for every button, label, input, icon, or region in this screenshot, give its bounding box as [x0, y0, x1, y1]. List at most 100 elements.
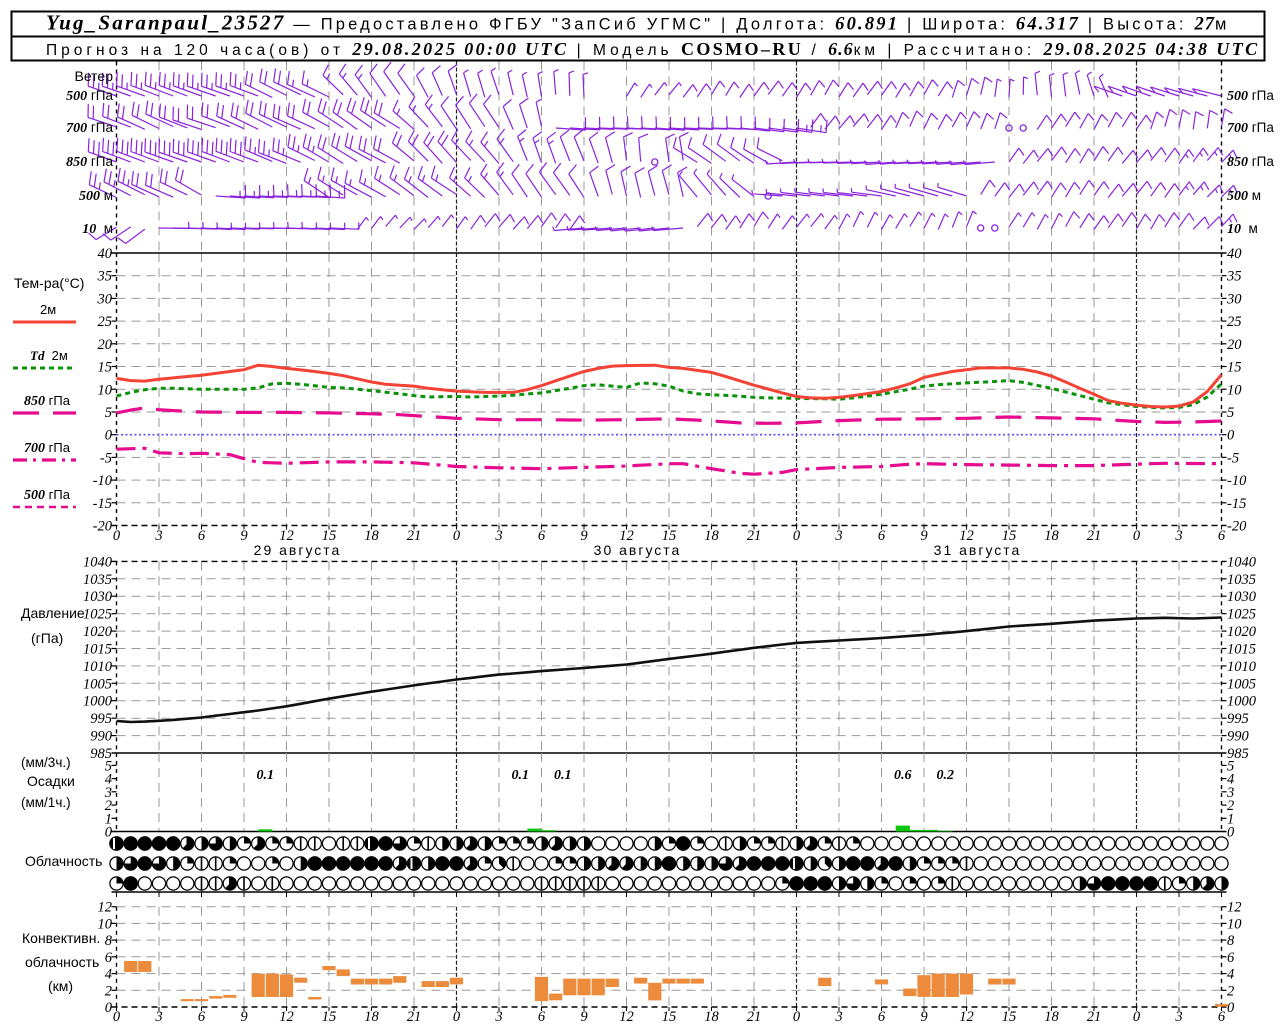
svg-text:6: 6: [538, 1009, 546, 1024]
svg-text:15: 15: [98, 360, 113, 376]
svg-text:0: 0: [113, 528, 121, 544]
svg-text:18: 18: [1044, 1009, 1059, 1024]
svg-text:30: 30: [97, 291, 113, 307]
svg-text:0: 0: [1133, 1009, 1141, 1024]
svg-text:500 м: 500 м: [1227, 188, 1261, 204]
svg-text:12: 12: [959, 528, 974, 544]
svg-text:1010: 1010: [1227, 659, 1257, 675]
svg-text:3: 3: [494, 528, 502, 544]
svg-text:1040: 1040: [83, 554, 113, 570]
svg-text:1005: 1005: [1227, 676, 1256, 692]
svg-text:15: 15: [1227, 360, 1242, 376]
svg-text:500 гПа: 500 гПа: [1227, 88, 1274, 104]
svg-text:Td 2м: Td 2м: [30, 348, 68, 363]
svg-text:15: 15: [322, 528, 337, 544]
svg-text:0: 0: [1227, 1000, 1235, 1016]
svg-text:29 августа: 29 августа: [254, 542, 342, 558]
svg-text:0: 0: [113, 1009, 121, 1024]
svg-text:6: 6: [878, 528, 886, 544]
svg-text:-10: -10: [93, 473, 113, 489]
svg-text:9: 9: [240, 1009, 248, 1024]
svg-text:18: 18: [364, 1009, 379, 1024]
svg-text:6: 6: [198, 1009, 206, 1024]
svg-text:985: 985: [90, 746, 112, 762]
svg-text:1020: 1020: [83, 624, 113, 640]
svg-text:990: 990: [90, 729, 113, 745]
svg-text:3: 3: [834, 528, 842, 544]
svg-text:25: 25: [1227, 314, 1242, 330]
svg-text:10 м: 10 м: [82, 221, 113, 237]
svg-text:3: 3: [154, 528, 162, 544]
svg-text:20: 20: [1227, 337, 1242, 353]
svg-text:6: 6: [1218, 528, 1226, 544]
svg-text:0: 0: [105, 825, 113, 841]
svg-text:6: 6: [1218, 1009, 1226, 1024]
svg-text:-5: -5: [100, 450, 112, 466]
svg-text:2: 2: [105, 798, 112, 814]
svg-text:9: 9: [240, 528, 248, 544]
svg-text:850 гПа: 850 гПа: [24, 393, 71, 409]
svg-text:18: 18: [704, 1009, 719, 1024]
svg-text:1: 1: [105, 811, 112, 827]
svg-text:1030: 1030: [1227, 589, 1257, 605]
svg-text:21: 21: [407, 528, 422, 544]
svg-text:0.1: 0.1: [554, 768, 572, 783]
svg-text:700 гПа: 700 гПа: [1227, 120, 1274, 136]
svg-text:1030: 1030: [83, 589, 113, 605]
svg-text:0: 0: [453, 1009, 461, 1024]
svg-text:5: 5: [105, 758, 112, 774]
svg-text:35: 35: [1226, 269, 1242, 285]
svg-text:-20: -20: [93, 519, 113, 535]
svg-text:1010: 1010: [83, 659, 113, 675]
svg-text:3: 3: [834, 1009, 842, 1024]
svg-text:0: 0: [453, 528, 461, 544]
svg-text:5: 5: [105, 405, 112, 421]
svg-text:Тем-ра(°С): Тем-ра(°С): [14, 275, 84, 291]
svg-text:1: 1: [1227, 811, 1234, 827]
svg-text:0: 0: [105, 428, 113, 444]
svg-text:25: 25: [98, 314, 113, 330]
svg-text:10: 10: [98, 382, 113, 398]
svg-text:Давление: Давление: [21, 605, 85, 621]
svg-text:облачность: облачность: [25, 954, 99, 970]
svg-text:15: 15: [662, 1009, 677, 1024]
svg-text:6: 6: [1227, 950, 1235, 966]
svg-text:5: 5: [1227, 405, 1234, 421]
svg-text:6: 6: [538, 528, 546, 544]
svg-text:1000: 1000: [83, 694, 113, 710]
svg-text:(мм/1ч.): (мм/1ч.): [21, 795, 71, 810]
svg-text:9: 9: [920, 528, 928, 544]
svg-text:18: 18: [704, 528, 719, 544]
svg-text:8: 8: [105, 933, 113, 949]
svg-text:0: 0: [1227, 428, 1235, 444]
svg-text:1040: 1040: [1227, 554, 1257, 570]
svg-text:5: 5: [1227, 758, 1234, 774]
svg-text:-20: -20: [1227, 519, 1247, 535]
svg-text:10: 10: [1227, 382, 1242, 398]
svg-text:985: 985: [1227, 746, 1249, 762]
svg-text:Конвективн.: Конвективн.: [22, 930, 100, 946]
svg-text:700 гПа: 700 гПа: [66, 120, 113, 136]
svg-text:1035: 1035: [1227, 572, 1256, 588]
svg-text:700 гПа: 700 гПа: [24, 440, 71, 456]
svg-text:12: 12: [98, 900, 113, 916]
svg-text:1035: 1035: [83, 572, 112, 588]
svg-text:Прогноз на 120 часа(ов) от 29.: Прогноз на 120 часа(ов) от 29.08.2025 00…: [46, 39, 1260, 59]
svg-text:3: 3: [1174, 528, 1182, 544]
svg-text:2: 2: [1227, 798, 1234, 814]
svg-text:15: 15: [662, 528, 677, 544]
svg-text:2: 2: [1227, 983, 1234, 999]
svg-text:40: 40: [1227, 246, 1242, 262]
svg-text:31 августа: 31 августа: [934, 542, 1022, 558]
svg-text:995: 995: [1227, 711, 1249, 727]
svg-text:2м: 2м: [40, 302, 56, 317]
svg-text:15: 15: [1002, 528, 1017, 544]
svg-text:4: 4: [1227, 772, 1234, 788]
svg-text:-15: -15: [93, 496, 112, 512]
svg-text:3: 3: [154, 1009, 162, 1024]
svg-text:4: 4: [105, 772, 112, 788]
svg-text:0: 0: [1133, 528, 1141, 544]
svg-text:1015: 1015: [1227, 641, 1256, 657]
svg-text:0: 0: [793, 1009, 801, 1024]
svg-text:1020: 1020: [1227, 624, 1257, 640]
